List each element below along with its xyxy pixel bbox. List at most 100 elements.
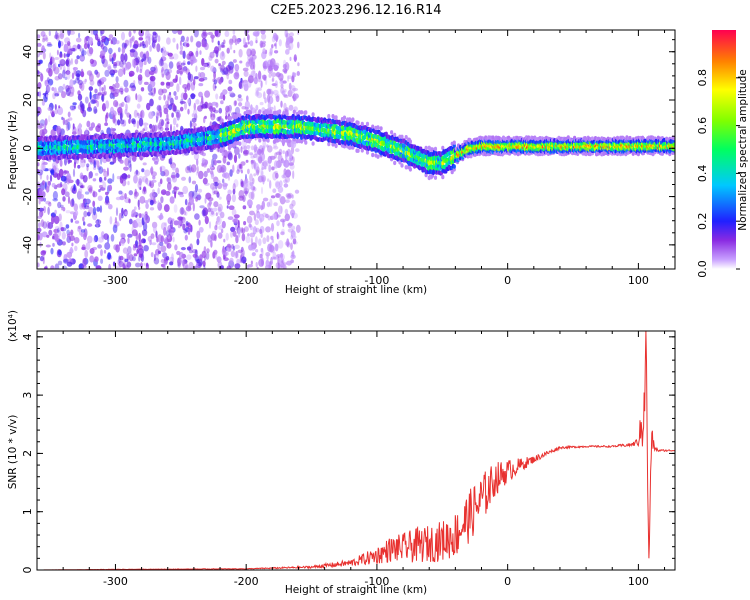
noise-blob: [220, 164, 225, 172]
noise-blob: [78, 122, 82, 132]
noise-blob: [293, 56, 297, 61]
noise-blob: [291, 250, 295, 258]
noise-blob: [169, 220, 174, 229]
noise-blob: [83, 210, 88, 218]
noise-blob: [136, 112, 140, 116]
noise-blob: [99, 187, 106, 191]
noise-blob: [269, 106, 274, 110]
noise-blob: [80, 158, 86, 168]
noise-blob: [263, 91, 266, 100]
noise-blob: [158, 58, 165, 67]
noise-blob: [228, 79, 233, 85]
noise-blob: [283, 159, 290, 168]
noise-blob: [266, 254, 269, 261]
noise-blob: [208, 55, 213, 61]
noise-blob: [282, 80, 287, 84]
noise-blob: [199, 50, 202, 55]
ridge-cell: [408, 167, 412, 172]
noise-blob: [280, 206, 283, 214]
noise-blob: [124, 258, 129, 263]
noise-blob: [87, 36, 94, 45]
noise-blob: [212, 207, 218, 212]
noise-blob: [182, 66, 188, 71]
noise-blob: [74, 220, 80, 224]
noise-blob: [137, 199, 140, 208]
noise-blob: [133, 253, 138, 257]
noise-blob: [114, 216, 117, 224]
noise-blob: [289, 203, 294, 210]
noise-blob: [180, 247, 186, 251]
noise-blob: [283, 262, 287, 266]
noise-blob: [208, 200, 212, 206]
noise-blob: [144, 211, 148, 217]
noise-blob: [149, 98, 154, 107]
noise-blob: [217, 208, 223, 216]
noise-blob: [49, 174, 53, 182]
noise-blob: [77, 44, 81, 50]
noise-blob: [121, 101, 125, 107]
noise-blob: [69, 235, 75, 242]
noise-blob: [108, 184, 113, 192]
noise-blob: [132, 44, 139, 49]
noise-blob: [286, 194, 292, 200]
noise-blob: [149, 207, 155, 211]
noise-blob: [146, 102, 151, 111]
noise-blob: [265, 213, 269, 219]
noise-blob: [38, 199, 41, 205]
noise-blob: [155, 115, 158, 123]
noise-blob: [37, 227, 42, 233]
noise-blob: [94, 88, 98, 94]
noise-blob: [38, 51, 43, 55]
noise-blob: [119, 112, 123, 121]
noise-blob: [233, 214, 240, 219]
noise-blob: [177, 216, 184, 221]
noise-blob: [270, 222, 275, 232]
noise-blob: [51, 110, 54, 117]
noise-blob: [245, 190, 248, 197]
noise-blob: [41, 128, 48, 135]
noise-blob: [145, 262, 149, 267]
noise-blob: [283, 168, 287, 176]
noise-blob: [80, 68, 84, 78]
noise-blob: [255, 169, 260, 176]
noise-blob: [284, 208, 289, 215]
noise-blob: [245, 61, 250, 67]
noise-blob: [38, 123, 45, 129]
noise-blob: [280, 83, 284, 89]
noise-blob: [246, 95, 249, 102]
noise-blob: [92, 200, 96, 207]
noise-blob: [38, 222, 41, 228]
noise-blob: [119, 119, 125, 125]
noise-blob: [133, 174, 138, 184]
noise-blob: [130, 37, 134, 41]
noise-blob: [283, 94, 289, 98]
noise-blob: [188, 196, 194, 206]
noise-blob: [115, 207, 119, 217]
noise-blob: [206, 248, 210, 253]
noise-blob: [166, 234, 173, 243]
noise-blob: [286, 238, 290, 248]
noise-blob: [273, 65, 279, 70]
noise-blob: [275, 172, 279, 179]
noise-blob: [263, 74, 267, 81]
noise-blob: [232, 30, 236, 35]
noise-blob: [52, 190, 59, 200]
noise-blob: [254, 162, 259, 172]
noise-blob: [262, 145, 266, 151]
noise-blob: [62, 207, 66, 212]
noise-blob: [268, 263, 271, 269]
figure-title: C2E5.2023.296.12.16.R14: [270, 3, 441, 18]
noise-blob: [37, 234, 40, 241]
noise-blob: [56, 173, 61, 181]
noise-blob: [268, 164, 272, 173]
noise-blob: [288, 104, 294, 111]
noise-blob: [53, 215, 60, 225]
noise-blob: [147, 56, 152, 64]
noise-blob: [149, 123, 153, 129]
noise-blob: [167, 234, 170, 239]
noise-blob: [89, 91, 92, 100]
noise-blob: [214, 46, 219, 54]
noise-blob: [194, 213, 200, 220]
noise-blob: [173, 186, 180, 191]
noise-blob: [173, 204, 178, 213]
